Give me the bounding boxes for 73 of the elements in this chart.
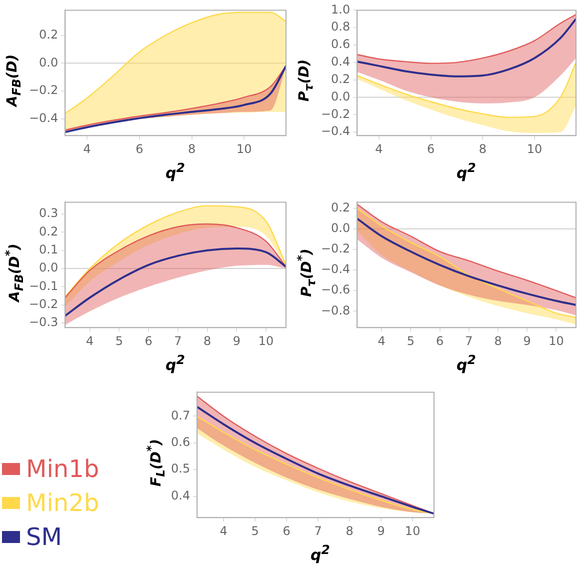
x-tick-label: 4	[86, 334, 94, 348]
x-tick-label: 8	[494, 334, 502, 348]
x-tick-label: 8	[346, 524, 354, 538]
y-tick-label: 0.1	[39, 242, 58, 256]
y-tick-label: 0.3	[39, 206, 58, 220]
y-tick-label: −0.2	[29, 297, 58, 312]
x-axis-title: q$^{2}$	[310, 542, 330, 564]
x-tick-label: 8	[478, 142, 486, 156]
x-tick-label: 9	[523, 334, 531, 348]
y-tick-label: 0.8	[331, 20, 350, 34]
x-tick-label: 9	[232, 334, 240, 348]
x-tick-label: 7	[174, 334, 182, 348]
x-tick-label: 4	[378, 334, 386, 348]
x-tick-label: 4	[220, 524, 228, 538]
x-tick-label: 8	[188, 142, 196, 156]
x-axis-title: q$^{2}$	[456, 160, 476, 182]
x-tick-label: 5	[406, 334, 415, 348]
x-tick-label: 7	[465, 334, 473, 348]
x-tick-label: 10	[236, 142, 252, 156]
y-tick-label: 0.0	[331, 89, 350, 104]
y-tick-label: 0.2	[331, 200, 350, 214]
x-tick-label: 6	[282, 524, 290, 538]
x-axis-title: q$^{2}$	[166, 160, 185, 182]
x-tick-label: 10	[404, 524, 420, 538]
y-tick-label: 0.6	[331, 37, 350, 52]
x-tick-label: 7	[314, 524, 322, 538]
y-tick-label: 0.0	[39, 260, 58, 275]
x-tick-label: 4	[375, 142, 383, 156]
y-tick-label: 0.2	[331, 72, 350, 86]
line-series	[65, 248, 286, 317]
y-tick-label: 0.7	[170, 408, 190, 422]
x-tick-label: 5	[251, 524, 259, 538]
y-tick-label: −0.2	[321, 106, 350, 121]
x-tick-label: 6	[426, 142, 435, 156]
y-tick-label: −0.3	[29, 315, 58, 330]
y-tick-label: −0.8	[321, 303, 350, 318]
x-axis-title: q$^{2}$	[456, 352, 476, 374]
y-tick-label: −0.1	[29, 278, 58, 293]
line-series	[357, 18, 576, 78]
y-tick-label: −0.4	[321, 124, 350, 138]
y-tick-label: 1.0	[331, 2, 350, 16]
x-tick-label: 6	[136, 142, 144, 156]
legend-label: Min1b	[26, 454, 100, 485]
y-tick-label: −0.4	[321, 262, 350, 276]
x-tick-label: 10	[526, 142, 542, 156]
legend-label: Min2b	[26, 488, 100, 519]
x-tick-label: 9	[377, 524, 385, 538]
y-tick-label: −0.4	[29, 111, 58, 126]
y-tick-label: 0.0	[39, 55, 58, 70]
x-tick-label: 6	[144, 334, 152, 348]
line-series	[357, 62, 576, 118]
x-tick-label: 10	[548, 334, 564, 348]
x-tick-label: 5	[115, 334, 123, 348]
line-series	[357, 14, 576, 64]
x-tick-label: 10	[258, 334, 274, 348]
y-tick-label: 0.2	[39, 27, 58, 42]
line-series	[357, 204, 576, 298]
x-axis-title: q$^{2}$	[166, 352, 185, 374]
y-tick-label: 0.5	[170, 462, 190, 476]
y-tick-label: 0.4	[331, 54, 350, 69]
y-tick-label: −0.2	[321, 242, 350, 256]
y-tick-label: 0.0	[331, 221, 350, 236]
line-series	[65, 223, 286, 298]
legend-label: SM	[26, 522, 62, 553]
y-tick-label: −0.6	[321, 282, 350, 297]
line-series	[357, 218, 576, 306]
y-tick-label: 0.6	[170, 435, 190, 450]
x-tick-label: 4	[83, 142, 91, 156]
y-tick-label: 0.2	[39, 224, 58, 238]
y-tick-label: −0.2	[29, 83, 58, 98]
x-tick-label: 8	[203, 334, 212, 348]
x-tick-label: 6	[436, 334, 444, 348]
y-tick-label: 0.4	[170, 488, 190, 502]
